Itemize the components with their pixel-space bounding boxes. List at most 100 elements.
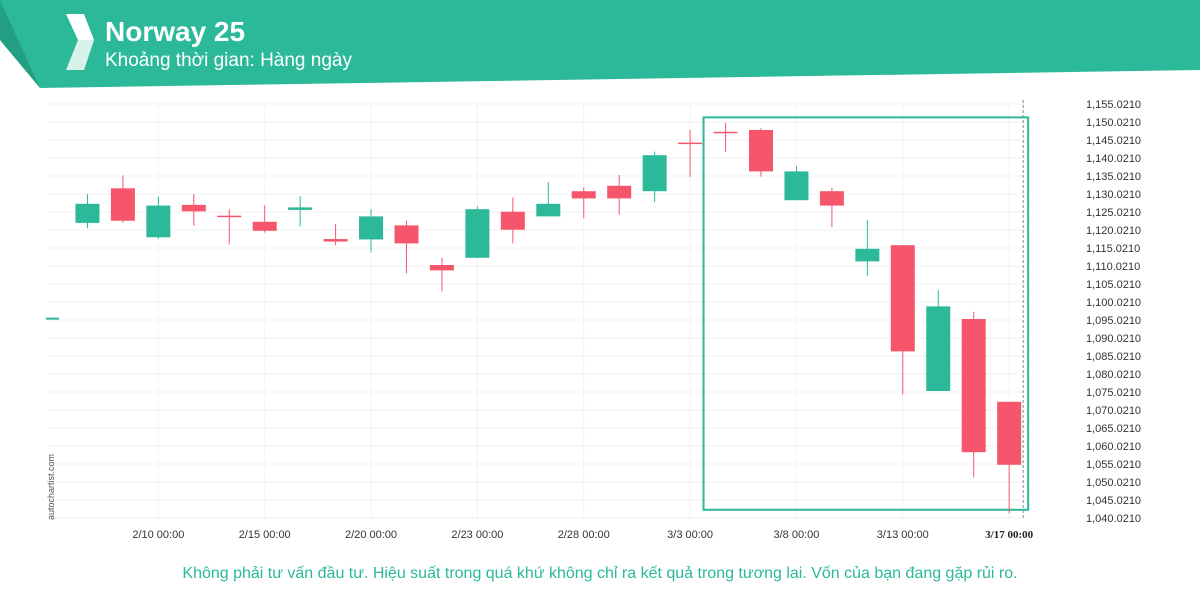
y-tick-label: 1,050.0210 — [1086, 477, 1141, 489]
x-tick-label: 3/17 00:00 — [985, 529, 1033, 541]
candle — [819, 187, 844, 228]
y-tick-label: 1,085.0210 — [1086, 351, 1141, 363]
candle — [536, 182, 561, 217]
candle-body — [500, 211, 525, 230]
candle — [607, 174, 632, 215]
y-tick-label: 1,090.0210 — [1086, 333, 1141, 345]
chart-title: Norway 25 — [105, 16, 246, 47]
y-axis: 1,155.0210 1,150.0210 1,145.0210 1,140.0210… — [1086, 99, 1141, 525]
x-tick-label: 2/23 00:00 — [451, 529, 503, 541]
header: Norway 25 Khoảng thời gian: Hàng ngày — [0, 0, 1200, 90]
x-tick-label: 2/20 00:00 — [345, 529, 397, 541]
candle-body — [288, 207, 313, 210]
y-tick-label: 1,120.0210 — [1086, 225, 1141, 237]
candle-body — [926, 306, 951, 391]
y-tick-label: 1,080.0210 — [1086, 369, 1141, 381]
candle — [465, 206, 490, 258]
candle — [678, 129, 703, 177]
candle — [890, 245, 915, 395]
x-tick-label: 2/28 00:00 — [558, 529, 610, 541]
candle — [500, 197, 525, 244]
candle — [642, 151, 667, 202]
candle-body — [146, 205, 171, 238]
candle-body — [642, 155, 667, 192]
x-tick-label: 3/13 00:00 — [877, 529, 929, 541]
x-tick-label: 3/3 00:00 — [667, 529, 713, 541]
candle — [146, 196, 171, 240]
candle-body — [465, 209, 490, 258]
y-tick-label: 1,105.0210 — [1086, 279, 1141, 291]
candle — [571, 187, 596, 219]
candle-body — [394, 225, 419, 244]
candle — [926, 290, 951, 391]
candle-body — [749, 129, 773, 172]
pattern-highlight-box — [702, 116, 1030, 511]
y-tick-label: 1,115.0210 — [1086, 243, 1140, 255]
y-tick-label: 1,100.0210 — [1086, 297, 1141, 309]
grid — [48, 103, 1025, 519]
candle-body — [323, 239, 348, 242]
candle — [997, 401, 1022, 514]
candle — [855, 219, 880, 276]
y-tick-label: 1,060.0210 — [1086, 441, 1141, 453]
candle-body — [181, 204, 206, 212]
candle — [359, 209, 384, 253]
y-tick-label: 1,150.0210 — [1086, 117, 1141, 129]
candle — [288, 196, 313, 227]
candle-body — [607, 185, 632, 199]
candle — [75, 194, 100, 229]
candle — [323, 223, 348, 246]
candle — [110, 175, 135, 223]
candle — [181, 194, 206, 226]
candle — [429, 257, 454, 292]
header-fold — [0, 0, 40, 88]
y-tick-label: 1,155.0210 — [1086, 99, 1141, 111]
x-tick-label: 2/15 00:00 — [239, 529, 291, 541]
timeframe-label: Khoảng thời gian: Hàng ngày — [105, 50, 352, 71]
x-axis: 2/10 00:00 2/15 00:00 2/20 00:00 2/23 00:00… — [132, 529, 1033, 541]
y-tick-label: 1,125.0210 — [1086, 207, 1141, 219]
candle-body — [75, 203, 100, 223]
y-tick-label: 1,040.0210 — [1086, 513, 1141, 525]
candle-body — [571, 191, 596, 199]
candle — [252, 205, 277, 233]
candle-body — [855, 248, 880, 262]
candle-body — [252, 221, 277, 231]
y-tick-label: 1,145.0210 — [1086, 135, 1141, 147]
header-band — [0, 0, 1200, 88]
candle-body — [536, 203, 561, 217]
y-tick-label: 1,075.0210 — [1086, 387, 1141, 399]
candle-body — [819, 191, 844, 206]
x-tick-label: 2/10 00:00 — [132, 529, 184, 541]
candle — [749, 128, 773, 177]
y-tick-label: 1,135.0210 — [1086, 171, 1141, 183]
y-tick-label: 1,110.0210 — [1086, 261, 1140, 273]
y-tick-label: 1,095.0210 — [1086, 315, 1141, 327]
y-tick-label: 1,065.0210 — [1086, 423, 1141, 435]
candle-body — [961, 318, 986, 453]
x-tick-label: 3/8 00:00 — [774, 529, 820, 541]
candle — [784, 165, 809, 201]
candle — [394, 220, 419, 274]
y-tick-label: 1,045.0210 — [1086, 495, 1141, 507]
autochartist-logo-icon — [66, 14, 94, 70]
candle — [961, 311, 986, 478]
candle-body — [678, 142, 703, 145]
candle-body — [784, 171, 809, 201]
candle — [713, 122, 738, 152]
y-tick-label: 1,140.0210 — [1086, 153, 1141, 165]
y-tick-label: 1,055.0210 — [1086, 459, 1141, 471]
candle-body — [713, 131, 738, 134]
disclaimer: Không phải tư vấn đầu tư. Hiệu suất tron… — [182, 565, 1018, 582]
candle-body — [217, 215, 242, 218]
candles — [46, 122, 1022, 514]
highlight-region — [702, 100, 1030, 518]
y-tick-label: 1,070.0210 — [1086, 405, 1141, 417]
candle — [217, 209, 242, 245]
candle-body — [359, 216, 384, 240]
candle-body — [110, 188, 135, 221]
candle-body — [997, 401, 1022, 465]
candle-body — [890, 245, 915, 352]
header-banner — [0, 0, 1200, 88]
